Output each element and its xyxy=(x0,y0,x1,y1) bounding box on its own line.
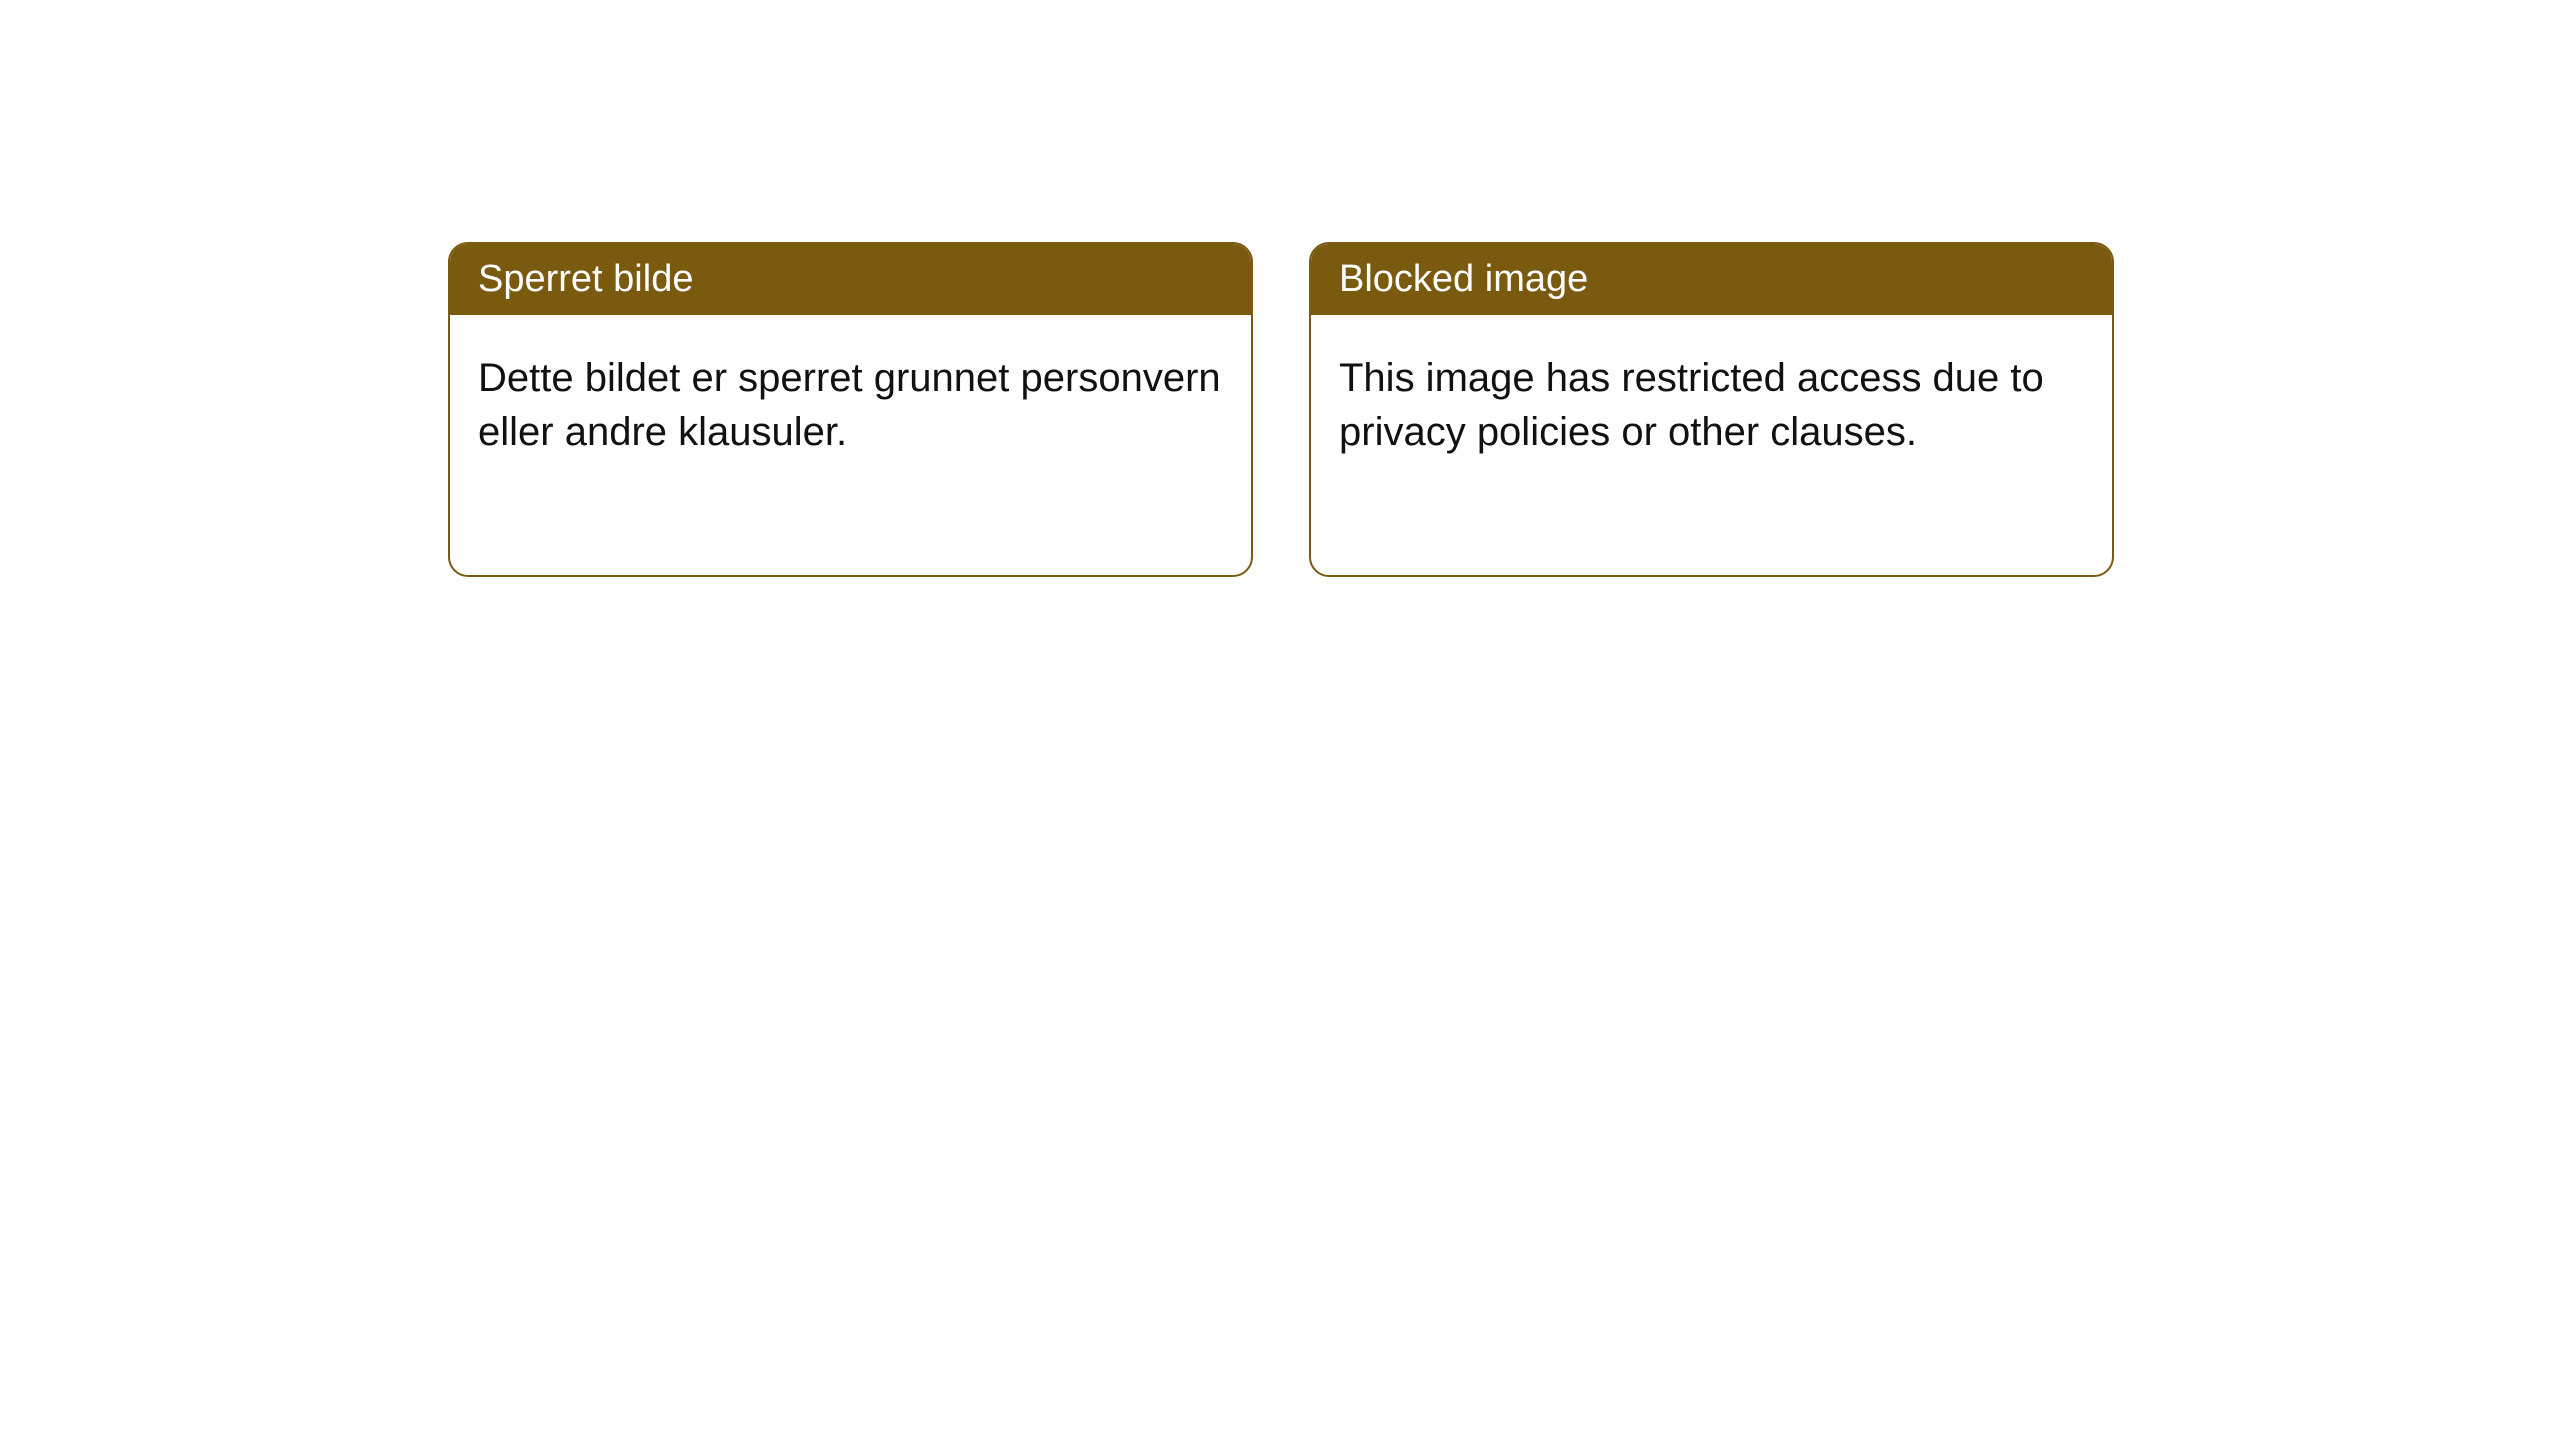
card-body-en: This image has restricted access due to … xyxy=(1311,315,2112,495)
blocked-image-card-en: Blocked image This image has restricted … xyxy=(1309,242,2114,577)
card-header-en: Blocked image xyxy=(1311,244,2112,315)
card-header-no: Sperret bilde xyxy=(450,244,1251,315)
card-title-no: Sperret bilde xyxy=(478,258,693,300)
card-body-no: Dette bildet er sperret grunnet personve… xyxy=(450,315,1251,495)
blocked-image-card-no: Sperret bilde Dette bildet er sperret gr… xyxy=(448,242,1253,577)
card-text-en: This image has restricted access due to … xyxy=(1339,356,2044,454)
card-text-no: Dette bildet er sperret grunnet personve… xyxy=(478,356,1221,454)
notice-container: Sperret bilde Dette bildet er sperret gr… xyxy=(448,242,2114,577)
card-title-en: Blocked image xyxy=(1339,258,1588,300)
